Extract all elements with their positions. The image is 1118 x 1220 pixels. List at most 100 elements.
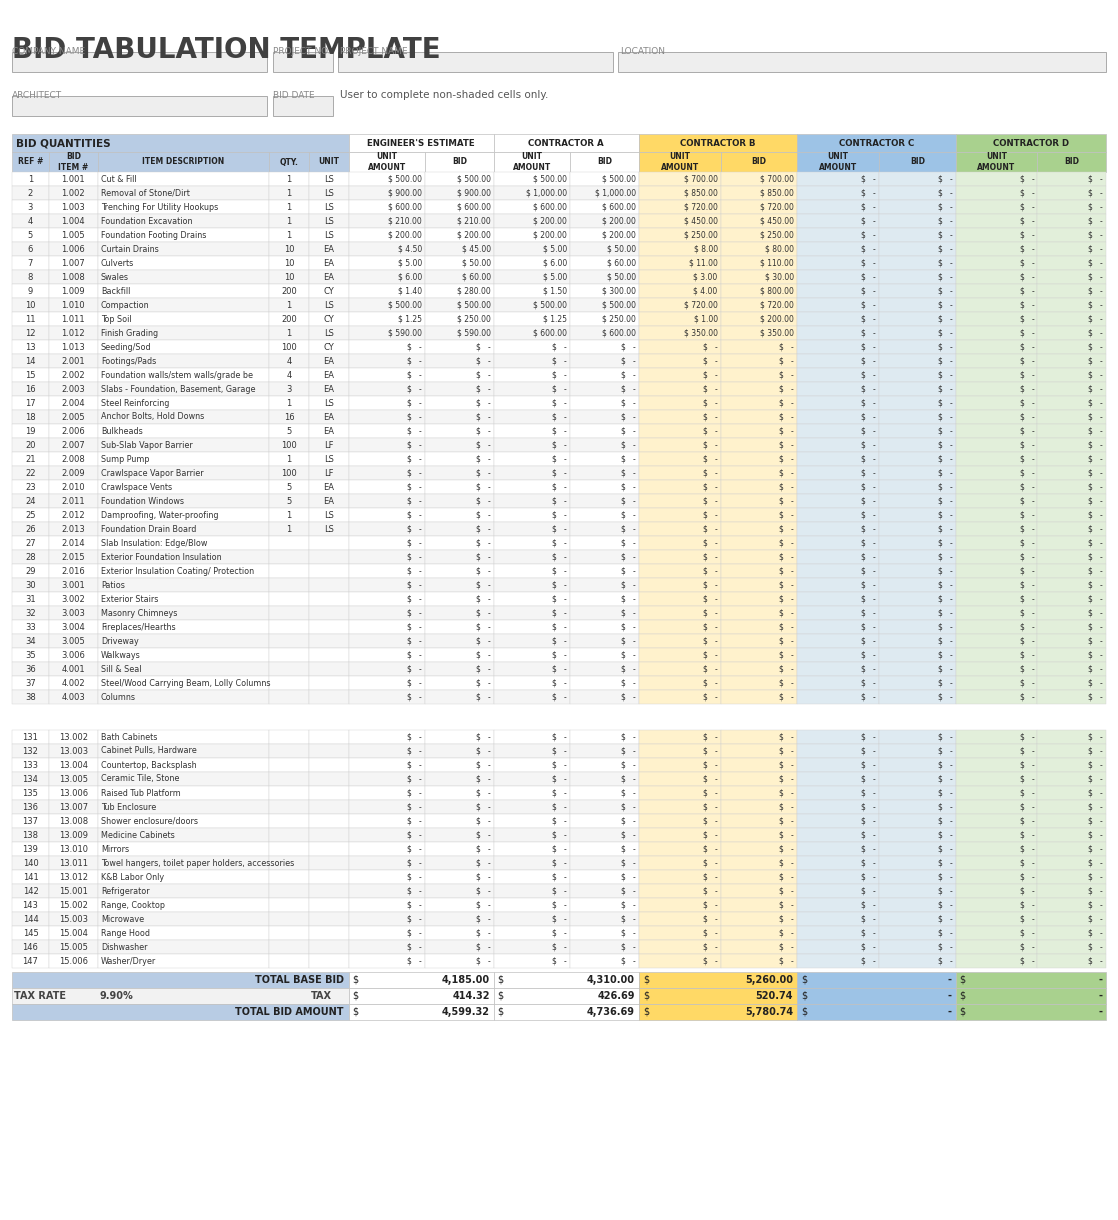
Bar <box>879 786 956 800</box>
Text: $   -: $ - <box>861 760 877 770</box>
Bar <box>1038 466 1106 479</box>
Bar <box>797 939 879 954</box>
Text: $   -: $ - <box>779 956 794 965</box>
Bar <box>570 676 638 691</box>
Text: $ 800.00: $ 800.00 <box>760 287 794 295</box>
Bar <box>721 438 797 451</box>
Bar <box>49 172 97 185</box>
Text: $   -: $ - <box>938 510 953 520</box>
Bar <box>879 340 956 354</box>
Text: $   -: $ - <box>779 622 794 632</box>
Text: 13.011: 13.011 <box>59 859 88 867</box>
Text: $   -: $ - <box>552 468 567 477</box>
Text: $   -: $ - <box>476 816 491 826</box>
Bar <box>956 438 1038 451</box>
Bar <box>338 52 613 72</box>
Text: Dishwasher: Dishwasher <box>101 943 148 952</box>
Bar <box>12 578 49 592</box>
Text: Foundation Footing Drains: Foundation Footing Drains <box>101 231 206 239</box>
Bar <box>879 898 956 913</box>
Text: $   -: $ - <box>622 788 636 798</box>
Bar <box>570 578 638 592</box>
Text: 1.003: 1.003 <box>61 203 85 211</box>
Bar <box>721 592 797 606</box>
Bar <box>309 676 349 691</box>
Bar <box>97 676 269 691</box>
Bar <box>309 354 349 368</box>
Bar <box>638 578 721 592</box>
Text: $   -: $ - <box>703 775 718 783</box>
Bar <box>425 954 494 967</box>
Bar <box>879 634 956 648</box>
Text: 5: 5 <box>286 427 292 436</box>
Text: $   -: $ - <box>938 803 953 811</box>
Text: $   -: $ - <box>476 887 491 895</box>
Text: $   -: $ - <box>861 174 877 183</box>
Bar <box>12 772 49 786</box>
Text: $   -: $ - <box>1088 775 1103 783</box>
Bar <box>12 354 49 368</box>
Bar <box>721 730 797 744</box>
Text: -: - <box>1098 975 1102 985</box>
Bar <box>638 134 797 152</box>
Text: $   -: $ - <box>476 384 491 394</box>
Text: $   -: $ - <box>1088 244 1103 254</box>
Bar <box>1038 242 1106 256</box>
Bar <box>797 786 879 800</box>
Text: $   -: $ - <box>1020 665 1034 673</box>
Text: 30: 30 <box>26 581 36 589</box>
Bar <box>349 856 425 870</box>
Text: $   -: $ - <box>1020 510 1034 520</box>
Bar <box>349 256 425 270</box>
Bar <box>349 800 425 814</box>
Text: $   -: $ - <box>622 928 636 937</box>
Bar <box>570 648 638 662</box>
Bar <box>269 382 309 396</box>
Bar <box>49 842 97 856</box>
Bar <box>269 451 309 466</box>
Text: $   -: $ - <box>938 775 953 783</box>
Bar <box>956 648 1038 662</box>
Text: 2.016: 2.016 <box>61 566 85 576</box>
Bar <box>797 898 879 913</box>
Text: 1.010: 1.010 <box>61 300 85 310</box>
Text: $   -: $ - <box>861 788 877 798</box>
Bar <box>638 242 721 256</box>
Bar <box>879 730 956 744</box>
Text: $   -: $ - <box>703 399 718 407</box>
Text: $   -: $ - <box>861 244 877 254</box>
Text: UNIT
AMOUNT: UNIT AMOUNT <box>661 152 699 172</box>
Text: $   -: $ - <box>861 468 877 477</box>
Bar <box>494 814 570 828</box>
Bar <box>1038 856 1106 870</box>
Bar <box>638 200 721 214</box>
Text: $   -: $ - <box>622 510 636 520</box>
Text: $   -: $ - <box>703 440 718 449</box>
Text: BID
ITEM #: BID ITEM # <box>58 152 88 172</box>
Text: $   -: $ - <box>1020 693 1034 701</box>
Text: $   -: $ - <box>703 816 718 826</box>
Text: $   -: $ - <box>1020 566 1034 576</box>
Text: $   -: $ - <box>622 678 636 688</box>
Text: $   -: $ - <box>1088 328 1103 338</box>
Text: $   -: $ - <box>407 427 423 436</box>
Bar <box>349 972 494 988</box>
Text: $   -: $ - <box>622 455 636 464</box>
Bar <box>1038 884 1106 898</box>
Text: 32: 32 <box>26 609 36 617</box>
Text: 6: 6 <box>28 244 34 254</box>
Bar <box>638 508 721 522</box>
Bar <box>49 606 97 620</box>
Bar <box>721 744 797 758</box>
Text: $   -: $ - <box>1088 803 1103 811</box>
Bar <box>797 298 879 312</box>
Text: $   -: $ - <box>938 622 953 632</box>
Text: $   -: $ - <box>1020 412 1034 421</box>
Text: $ 900.00: $ 900.00 <box>456 189 491 198</box>
Bar <box>309 884 349 898</box>
Text: $   -: $ - <box>622 343 636 351</box>
Text: $   -: $ - <box>703 412 718 421</box>
Bar <box>1038 172 1106 185</box>
Text: 2.011: 2.011 <box>61 497 85 505</box>
Bar <box>956 284 1038 298</box>
